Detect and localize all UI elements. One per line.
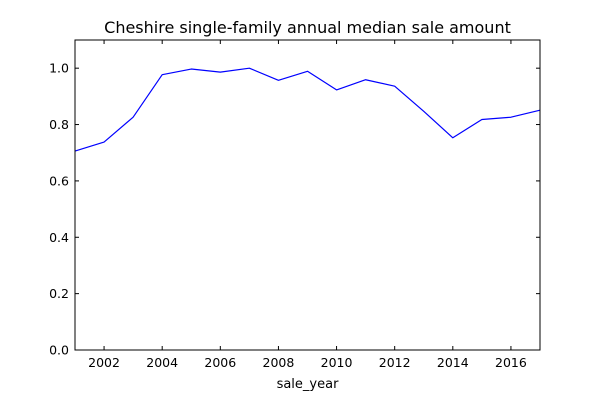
y-tick-label: 0.0 — [49, 343, 69, 358]
x-tick-label: 2006 — [204, 355, 236, 370]
x-tick-label: 2008 — [263, 355, 295, 370]
x-tick-label: 2016 — [495, 355, 527, 370]
series-line-0 — [74, 67, 541, 152]
y-tick-label: 0.6 — [49, 173, 69, 188]
series-layer — [74, 67, 541, 152]
x-axis-label: sale_year — [277, 377, 340, 392]
y-tick-label: 0.2 — [49, 286, 69, 301]
x-tick-label: 2010 — [321, 355, 353, 370]
plot-frame — [74, 39, 541, 351]
x-tick-label: 2012 — [379, 355, 411, 370]
x-tick-label: 2014 — [437, 355, 469, 370]
y-tick-label: 1.0 — [49, 61, 69, 76]
y-axis-ticks: 0.0 0.2 0.4 0.6 0.8 1.0 — [49, 61, 540, 358]
x-tick-label: 2002 — [88, 355, 120, 370]
x-axis-ticks: 2002 2004 2006 2008 2010 2012 2014 2016 — [88, 40, 527, 370]
chart-title: Cheshire single-family annual median sal… — [104, 18, 511, 37]
y-tick-label: 0.4 — [49, 230, 69, 245]
x-tick-label: 2004 — [146, 355, 178, 370]
y-tick-label: 0.8 — [49, 117, 69, 132]
